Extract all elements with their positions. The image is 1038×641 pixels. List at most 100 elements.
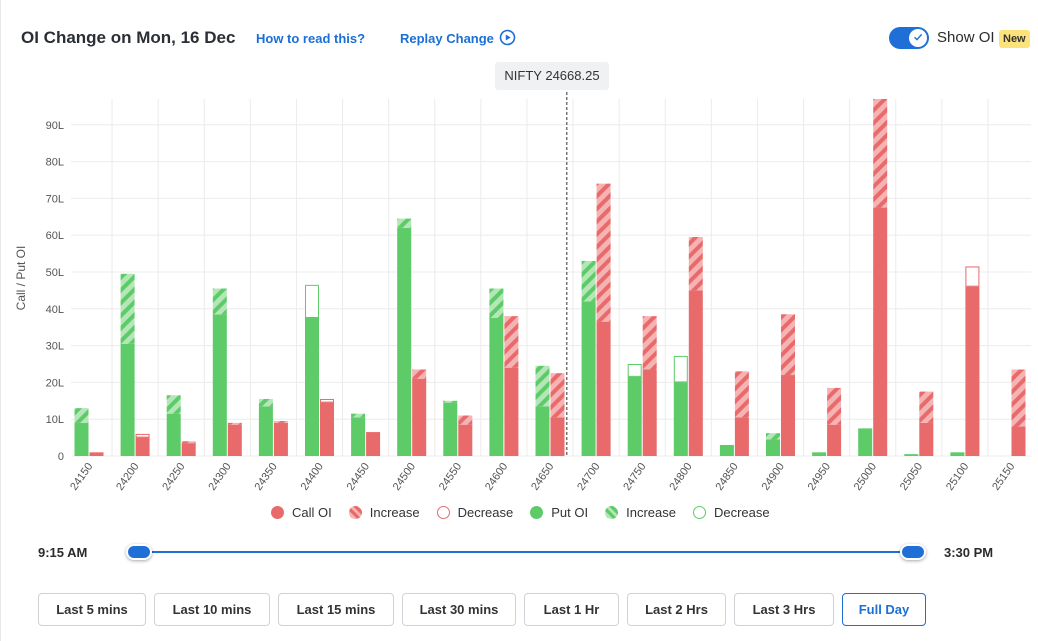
spot-price-tooltip: NIFTY 24668.25 bbox=[495, 62, 609, 90]
put-oi-increase-bar bbox=[166, 395, 181, 414]
put-oi-increase-bar bbox=[535, 365, 550, 407]
x-tick-label: 24550 bbox=[437, 461, 464, 493]
last-15-mins-button[interactable]: Last 15 mins bbox=[278, 593, 394, 626]
call-oi-bar bbox=[873, 207, 888, 456]
last-10-mins-button[interactable]: Last 10 mins bbox=[154, 593, 270, 626]
put-oi-bar bbox=[719, 444, 734, 456]
call-oi-bar bbox=[781, 375, 795, 456]
y-axis-title: Call / Put OI bbox=[14, 246, 28, 311]
put-oi-increase-bar bbox=[397, 218, 412, 228]
x-tick-label: 24850 bbox=[713, 461, 740, 493]
put-oi-increase-bar bbox=[443, 400, 458, 403]
put-oi-bar bbox=[397, 227, 412, 456]
call-oi-increase-bar bbox=[642, 316, 657, 370]
x-tick-label: 24200 bbox=[114, 461, 141, 493]
call-oi-increase-bar bbox=[1011, 369, 1026, 427]
call-oi-decrease-bar bbox=[320, 398, 334, 403]
x-tick-label: 24600 bbox=[483, 461, 510, 493]
slider-start-time: 9:15 AM bbox=[38, 545, 88, 560]
last-3-hrs-button[interactable]: Last 3 Hrs bbox=[734, 593, 834, 626]
put-oi-bar bbox=[950, 452, 965, 456]
show-oi-toggle[interactable] bbox=[889, 27, 929, 49]
last-2-hrs-button[interactable]: Last 2 Hrs bbox=[627, 593, 726, 626]
call-oi-bar bbox=[550, 417, 565, 456]
call-oi-decrease-bar bbox=[135, 433, 150, 438]
call-oi-bar bbox=[919, 422, 934, 456]
legend-item-call-increase[interactable]: Increase bbox=[348, 505, 420, 520]
put-oi-bar bbox=[812, 452, 827, 456]
put-oi-bar bbox=[581, 301, 596, 456]
put-oi-increase-bar bbox=[120, 273, 135, 344]
legend-item-put-increase[interactable]: Increase bbox=[605, 505, 676, 520]
replay-change-link[interactable]: Replay Change bbox=[400, 31, 494, 46]
x-tick-label: 25150 bbox=[990, 461, 1017, 493]
call-oi-bar bbox=[596, 321, 611, 456]
legend-label: Call OI bbox=[292, 504, 332, 520]
put-oi-bar bbox=[673, 382, 688, 456]
play-circle-icon[interactable] bbox=[499, 29, 516, 46]
put-oi-increase-bar bbox=[581, 260, 596, 302]
put-oi-bar bbox=[627, 376, 642, 456]
y-tick-label: 40L bbox=[46, 304, 64, 316]
toggle-knob bbox=[909, 29, 927, 47]
last-5-mins-button[interactable]: Last 5 mins bbox=[38, 593, 146, 626]
legend-item-call-oi[interactable]: Call OI bbox=[271, 505, 332, 520]
x-tick-label: 24800 bbox=[667, 461, 694, 493]
put-oi-bar bbox=[489, 317, 504, 456]
call-oi-bar bbox=[504, 367, 519, 456]
call-oi-decrease-bar bbox=[965, 266, 980, 287]
call-oi-bar bbox=[181, 443, 196, 456]
how-to-read-link[interactable]: How to read this? bbox=[256, 31, 366, 46]
time-range-track[interactable] bbox=[139, 551, 913, 553]
x-tick-label: 24350 bbox=[252, 461, 279, 493]
call-oi-increase-bar bbox=[734, 371, 749, 418]
call-oi-swatch bbox=[271, 505, 284, 519]
x-tick-label: 24150 bbox=[68, 461, 95, 493]
x-tick-label: 24650 bbox=[529, 461, 556, 493]
last-30-mins-button[interactable]: Last 30 mins bbox=[402, 593, 516, 626]
call-oi-increase-bar bbox=[827, 387, 842, 425]
oi-bar-chart: 0 10L 20L 30L 40L 50L 60L 70L 80L 90L Call / Put O… bbox=[14, 92, 1031, 493]
call-oi-increase-bar bbox=[873, 99, 888, 208]
put-oi-increase-bar bbox=[74, 408, 89, 423]
call-oi-bar bbox=[273, 422, 288, 456]
put-oi-bar bbox=[858, 428, 873, 456]
call-oi-increase-bar bbox=[504, 316, 519, 368]
time-range-start-handle[interactable] bbox=[126, 544, 152, 560]
call-oi-bar bbox=[320, 402, 334, 456]
put-oi-bar bbox=[351, 417, 366, 456]
x-tick-label: 25000 bbox=[852, 461, 879, 493]
call-oi-bar bbox=[827, 424, 842, 456]
call-oi-bar bbox=[1011, 426, 1026, 456]
call-oi-increase-bar bbox=[919, 391, 934, 423]
call-oi-bar bbox=[227, 424, 242, 456]
call-oi-bar bbox=[965, 286, 980, 456]
legend-item-put-decrease[interactable]: Decrease bbox=[692, 505, 770, 520]
legend-label: Increase bbox=[626, 504, 676, 520]
call-oi-bar bbox=[366, 432, 381, 456]
call-oi-increase-bar bbox=[781, 314, 795, 376]
put-oi-bar bbox=[166, 413, 181, 456]
y-tick-label: 0 bbox=[58, 451, 64, 463]
full-day-button[interactable]: Full Day bbox=[842, 593, 926, 626]
legend-item-put-oi[interactable]: Put OI bbox=[530, 505, 588, 520]
legend-item-call-decrease[interactable]: Decrease bbox=[436, 504, 514, 520]
call-oi-bar bbox=[135, 437, 150, 456]
call-increase-swatch bbox=[348, 505, 362, 519]
call-oi-increase-bar bbox=[273, 421, 288, 423]
put-oi-increase-bar bbox=[351, 413, 366, 418]
legend-label: Decrease bbox=[457, 504, 514, 520]
put-oi-decrease-bar bbox=[627, 363, 642, 377]
time-range-end-handle[interactable] bbox=[900, 544, 926, 560]
put-oi-bar bbox=[120, 343, 135, 456]
put-oi-increase-bar bbox=[258, 398, 273, 407]
x-tick-label: 24400 bbox=[299, 461, 326, 493]
put-oi-increase-bar bbox=[766, 433, 780, 440]
call-oi-bar bbox=[688, 290, 703, 456]
show-oi-label: Show OI bbox=[937, 29, 995, 46]
x-tick-label: 24500 bbox=[391, 461, 418, 493]
put-oi-swatch bbox=[530, 505, 544, 519]
last-1-hr-button[interactable]: Last 1 Hr bbox=[524, 593, 619, 626]
y-tick-label: 70L bbox=[46, 193, 64, 205]
x-tick-label: 24750 bbox=[621, 461, 648, 493]
